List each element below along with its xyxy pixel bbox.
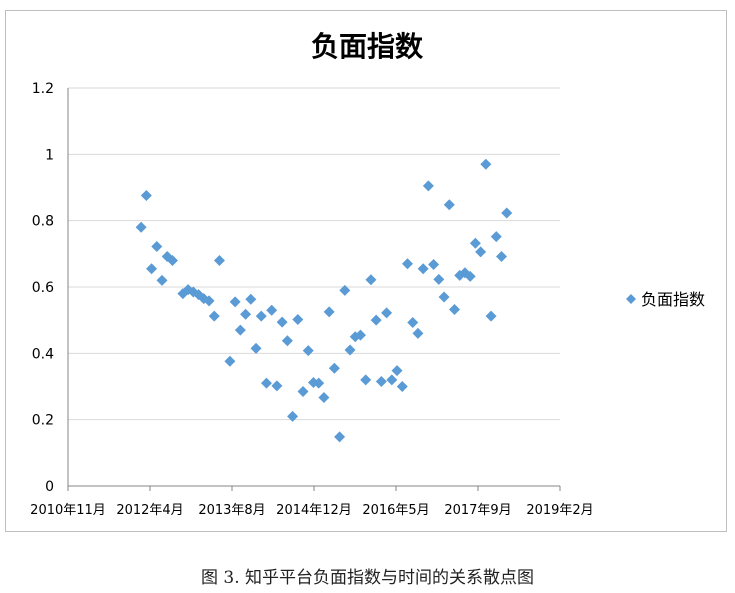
y-tick-label: 0.4: [32, 346, 54, 362]
data-point: [496, 250, 508, 262]
data-point: [485, 310, 497, 322]
data-point: [287, 410, 299, 422]
legend-label: 负面指数: [641, 290, 705, 309]
data-point: [417, 263, 429, 275]
data-point: [245, 293, 257, 305]
data-point: [443, 199, 455, 211]
data-point: [328, 362, 340, 374]
data-point: [407, 316, 419, 328]
data-point: [433, 273, 445, 285]
data-point: [480, 158, 492, 170]
data-point: [313, 377, 325, 389]
data-point: [381, 307, 393, 319]
x-tick-label: 2019年2月: [526, 503, 593, 518]
data-point: [229, 296, 241, 308]
x-tick-label: 2014年12月: [276, 503, 352, 518]
data-point: [469, 237, 481, 249]
data-point: [339, 284, 351, 296]
data-point: [412, 327, 424, 339]
y-tick-label: 0.2: [32, 413, 54, 429]
x-tick-label: 2012年4月: [116, 503, 183, 518]
data-point: [266, 304, 278, 316]
data-point: [281, 335, 293, 347]
data-point: [501, 207, 513, 219]
chart-title: 负面指数: [311, 30, 424, 63]
data-point: [318, 391, 330, 403]
data-point: [135, 221, 147, 233]
x-tick-label: 2016年5月: [362, 503, 429, 518]
data-point: [250, 342, 262, 354]
data-point: [156, 274, 168, 286]
data-point: [396, 381, 408, 392]
data-point: [166, 254, 178, 266]
data-point: [255, 310, 267, 322]
y-tick-label: 0: [45, 479, 54, 495]
x-tick-label: 2010年11月: [30, 503, 106, 518]
y-tick-label: 0.8: [32, 214, 54, 230]
data-point: [302, 345, 314, 357]
y-tick-label: 1: [45, 147, 54, 163]
x-tick-label: 2013年8月: [198, 503, 265, 518]
data-point: [276, 316, 288, 328]
data-point: [334, 431, 346, 443]
data-point: [438, 291, 450, 303]
data-point: [428, 258, 440, 270]
data-point: [365, 274, 377, 286]
data-point: [271, 380, 283, 392]
data-point: [323, 306, 335, 318]
x-tick-label: 2017年9月: [444, 503, 511, 518]
data-point: [297, 385, 309, 397]
data-point: [146, 263, 158, 275]
chart-frame: [5, 10, 727, 532]
y-tick-label: 0.6: [32, 280, 54, 296]
data-point: [401, 258, 413, 270]
data-point: [344, 344, 356, 356]
legend-marker: [626, 294, 636, 304]
data-point: [422, 180, 434, 192]
data-point: [240, 308, 252, 320]
data-point: [375, 376, 387, 388]
data-point: [464, 270, 476, 282]
scatter-chart: 负面指数 0 0.2 0.4 0.6 0.8 1 1.2 2010年11月 2012年4月 2013…: [30, 30, 705, 518]
data-point: [490, 231, 502, 243]
data-point: [234, 324, 246, 336]
data-point: [203, 295, 215, 307]
data-point: [208, 310, 220, 322]
data-point: [448, 304, 460, 316]
y-tick-label: 1.2: [32, 81, 54, 97]
data-point: [391, 365, 403, 377]
data-point: [151, 241, 163, 253]
figure-caption: 图 3. 知乎平台负面指数与时间的关系散点图: [200, 568, 535, 588]
data-point: [354, 329, 366, 341]
data-point: [213, 254, 225, 266]
data-point: [370, 314, 382, 326]
data-point: [360, 374, 372, 386]
data-point: [260, 377, 272, 389]
data-point: [475, 246, 487, 258]
data-point: [292, 314, 304, 326]
data-point: [386, 374, 398, 386]
data-point: [140, 189, 152, 201]
data-point: [224, 355, 236, 367]
